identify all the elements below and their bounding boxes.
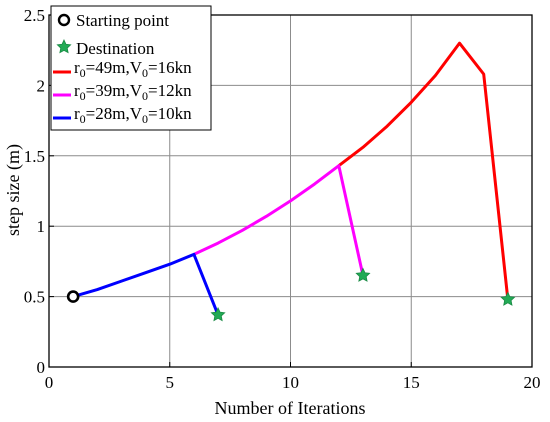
destination-marker-3	[210, 306, 226, 322]
legend: Starting point Destination r0=49m,V0=16k…	[50, 5, 212, 131]
legend-1-r-val: =49m,V	[86, 58, 143, 77]
legend-2-v-val: =12kn	[148, 81, 192, 100]
start-point-marker	[66, 290, 80, 303]
legend-box	[50, 5, 212, 131]
x-tick-label: 20	[524, 373, 541, 392]
y-tick-label: 1.5	[24, 147, 45, 166]
destination-marker-1	[500, 291, 516, 306]
y-tick-label: 1	[37, 217, 46, 236]
legend-destination-label: Destination	[76, 39, 155, 58]
legend-start-label: Starting point	[76, 11, 169, 30]
x-tick-label: 15	[403, 373, 420, 392]
legend-1-v-sub: 0	[142, 66, 148, 80]
legend-destination-marker	[56, 39, 72, 54]
x-axis-label: Number of Iterations	[215, 398, 366, 418]
series-line-3	[72, 252, 220, 316]
legend-3-r-val: =28m,V	[86, 104, 143, 123]
legend-series-1: r0=49m,V0=16kn	[53, 58, 192, 80]
legend-2-r-sub: 0	[80, 89, 86, 103]
legend-start-marker	[57, 13, 71, 27]
legend-label-3: r0=28m,V0=10kn	[74, 104, 192, 126]
legend-1-v-val: =16kn	[148, 58, 192, 77]
legend-label-1: r0=49m,V0=16kn	[74, 58, 192, 80]
y-tick-label: 0.5	[24, 288, 45, 307]
series-line-2	[193, 164, 365, 276]
y-tick-label: 0	[37, 358, 46, 377]
legend-3-r-sub: 0	[80, 112, 86, 126]
y-tick-label: 2	[37, 76, 46, 95]
legend-label-2: r0=39m,V0=12kn	[74, 81, 192, 103]
x-tick-label: 5	[166, 373, 175, 392]
y-axis-label: step size (m)	[3, 144, 24, 236]
legend-2-v-sub: 0	[142, 89, 148, 103]
legend-3-v-sub: 0	[142, 112, 148, 126]
legend-1-r-sub: 0	[80, 66, 86, 80]
legend-series-3: r0=28m,V0=10kn	[53, 104, 192, 126]
series-line-1	[337, 41, 510, 300]
x-tick-label: 0	[45, 373, 54, 392]
series-lines	[72, 41, 510, 316]
legend-series-2: r0=39m,V0=12kn	[53, 81, 192, 103]
legend-3-v-val: =10kn	[148, 104, 192, 123]
y-tick-label: 2.5	[24, 6, 45, 25]
markers	[66, 267, 516, 322]
tick-labels: 0 5 10 15 20 0 0.5 1 1.5 2 2.5	[24, 6, 541, 392]
destination-marker-2	[355, 267, 371, 282]
plot-area-frame	[48, 14, 533, 368]
legend-2-r-val: =39m,V	[86, 81, 143, 100]
x-tick-label: 10	[282, 373, 299, 392]
